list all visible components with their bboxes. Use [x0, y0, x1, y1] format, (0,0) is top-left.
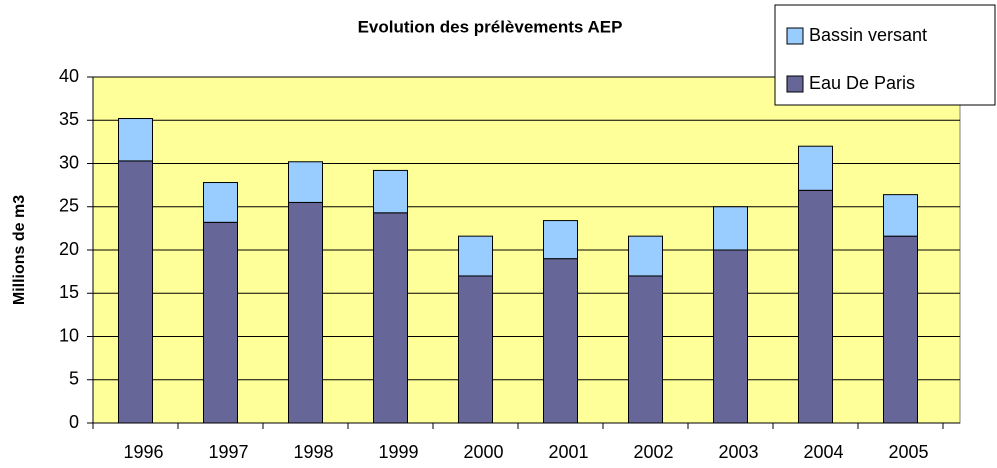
y-tick-label: 0 [69, 412, 79, 432]
legend-swatch [786, 75, 804, 93]
bar-segment [883, 235, 918, 424]
y-tick-label: 5 [69, 369, 79, 389]
x-tick-label: 1998 [293, 442, 333, 462]
legend [774, 4, 996, 106]
x-tick-label: 2001 [548, 442, 588, 462]
bar-segment [458, 235, 493, 277]
x-tick-label: 2004 [803, 442, 843, 462]
x-tick-label: 2000 [463, 442, 503, 462]
y-tick-label: 35 [59, 109, 79, 129]
bar-segment [118, 160, 153, 424]
bar-segment [288, 201, 323, 424]
bar-segment [373, 212, 408, 424]
legend-label: Bassin versant [809, 25, 927, 45]
y-tick-label: 15 [59, 282, 79, 302]
bar-segment [543, 220, 578, 260]
bar-segment [373, 169, 408, 214]
bar-segment [288, 161, 323, 203]
bar-segment [798, 145, 833, 191]
y-tick-label: 20 [59, 239, 79, 259]
bar-segment [118, 118, 153, 162]
legend-label: Eau De Paris [809, 73, 915, 93]
x-tick-label: 2005 [888, 442, 928, 462]
bar-segment [713, 249, 748, 424]
bar-segment [713, 206, 748, 251]
x-tick-label: 1999 [378, 442, 418, 462]
y-tick-label: 30 [59, 152, 79, 172]
y-tick-label: 25 [59, 196, 79, 216]
bar-segment [628, 275, 663, 424]
bar-segment [628, 235, 663, 277]
bar-segment [203, 182, 238, 223]
bar-segment [798, 189, 833, 424]
bar-segment [203, 221, 238, 424]
y-tick-label: 40 [59, 66, 79, 86]
x-tick-label: 2003 [718, 442, 758, 462]
marks: 0 5 10 15 20 25 30 35 40 1996 1997 1998 1999 2000 2001… [59, 66, 960, 462]
bar-segment [458, 275, 493, 424]
bar-segment [543, 258, 578, 424]
legend-swatch [786, 27, 804, 45]
y-axis-label: Millions de m3 [11, 195, 28, 305]
bar-segment [883, 194, 918, 237]
x-tick-label: 1996 [123, 442, 163, 462]
x-tick-label: 1997 [208, 442, 248, 462]
y-tick-label: 10 [59, 325, 79, 345]
x-tick-label: 2002 [633, 442, 673, 462]
chart-title: Evolution des prélèvements AEP [358, 17, 623, 36]
